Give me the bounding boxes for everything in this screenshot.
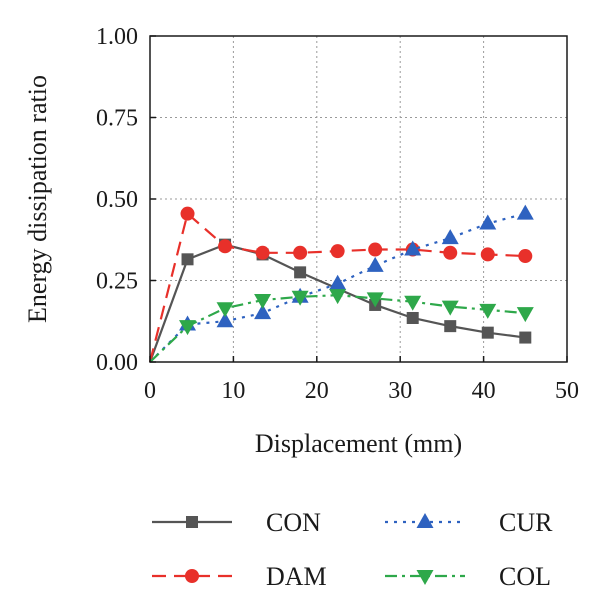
series-cur-point xyxy=(366,256,384,272)
series-cur-point xyxy=(516,204,534,220)
series-dam-point xyxy=(480,247,495,262)
x-tick-label: 10 xyxy=(221,378,245,404)
series-dam-point xyxy=(443,245,458,260)
y-tick-label: 0.75 xyxy=(96,106,138,132)
series-dam-point xyxy=(518,249,533,264)
series-con-point xyxy=(406,311,419,324)
x-tick-label: 0 xyxy=(144,378,156,404)
legend-item-con: CON xyxy=(152,508,321,537)
series-col-point xyxy=(179,320,197,336)
legend-dam-marker xyxy=(185,569,199,583)
series-cur xyxy=(149,204,534,363)
series-con-point xyxy=(519,331,532,344)
x-tick-label: 30 xyxy=(388,378,412,404)
y-tick-label: 0.50 xyxy=(96,187,138,213)
legend-item-dam: DAM xyxy=(152,562,327,591)
legend-cur-label: CUR xyxy=(499,508,553,537)
series-col-point xyxy=(441,300,459,316)
series-con-point xyxy=(181,253,194,266)
legend-cur-marker xyxy=(416,513,434,528)
legend-con-label: CON xyxy=(266,508,321,537)
series-col-point xyxy=(404,295,422,311)
x-tick-label: 50 xyxy=(555,378,579,404)
x-tick-label: 20 xyxy=(305,378,329,404)
series-dam-point xyxy=(330,244,345,259)
series-dam-point xyxy=(180,206,195,221)
series-con-point xyxy=(444,320,457,333)
series-cur-point xyxy=(404,240,422,256)
x-tick-label: 40 xyxy=(472,378,496,404)
series-con-point xyxy=(294,266,307,279)
series-con-point xyxy=(481,326,494,339)
series-col-point xyxy=(479,303,497,319)
y-tick-label: 1.00 xyxy=(96,24,138,50)
series-col xyxy=(149,289,534,363)
legend-con-marker xyxy=(186,516,198,528)
y-axis-title: Energy dissipation ratio xyxy=(23,75,52,323)
series-dam-point xyxy=(255,245,270,260)
series-dam-point xyxy=(218,239,233,254)
legend-item-col: COL xyxy=(385,562,551,591)
y-tick-label: 0.00 xyxy=(96,350,138,376)
series-col-point xyxy=(254,294,272,310)
x-axis-title: Displacement (mm) xyxy=(255,429,462,458)
series-col-point xyxy=(216,302,234,318)
series-cur-point xyxy=(479,214,497,230)
series-col-point xyxy=(291,290,309,306)
plot-series xyxy=(148,204,534,363)
legend-col-label: COL xyxy=(499,562,551,591)
legend-dam-label: DAM xyxy=(266,562,327,591)
series-dam-point xyxy=(368,242,383,257)
series-dam-point xyxy=(293,245,308,260)
series-cur-point xyxy=(329,274,347,290)
series-cur-point xyxy=(441,229,459,245)
series-cur-point xyxy=(216,312,234,328)
y-tick-label: 0.25 xyxy=(96,269,138,295)
series-cur-point xyxy=(254,304,272,320)
legend-item-cur: CUR xyxy=(385,508,553,537)
series-col-point xyxy=(516,307,534,323)
axis-ticks: 0 10 20 30 40 50 0.00 0.25 0.50 0.75 1.00 xyxy=(96,24,579,404)
legend: CON CUR DAM COL xyxy=(152,508,553,591)
series-col-point xyxy=(329,289,347,305)
series-dam xyxy=(148,206,533,363)
legend-col-marker xyxy=(416,570,434,585)
series-col-point xyxy=(366,292,384,308)
